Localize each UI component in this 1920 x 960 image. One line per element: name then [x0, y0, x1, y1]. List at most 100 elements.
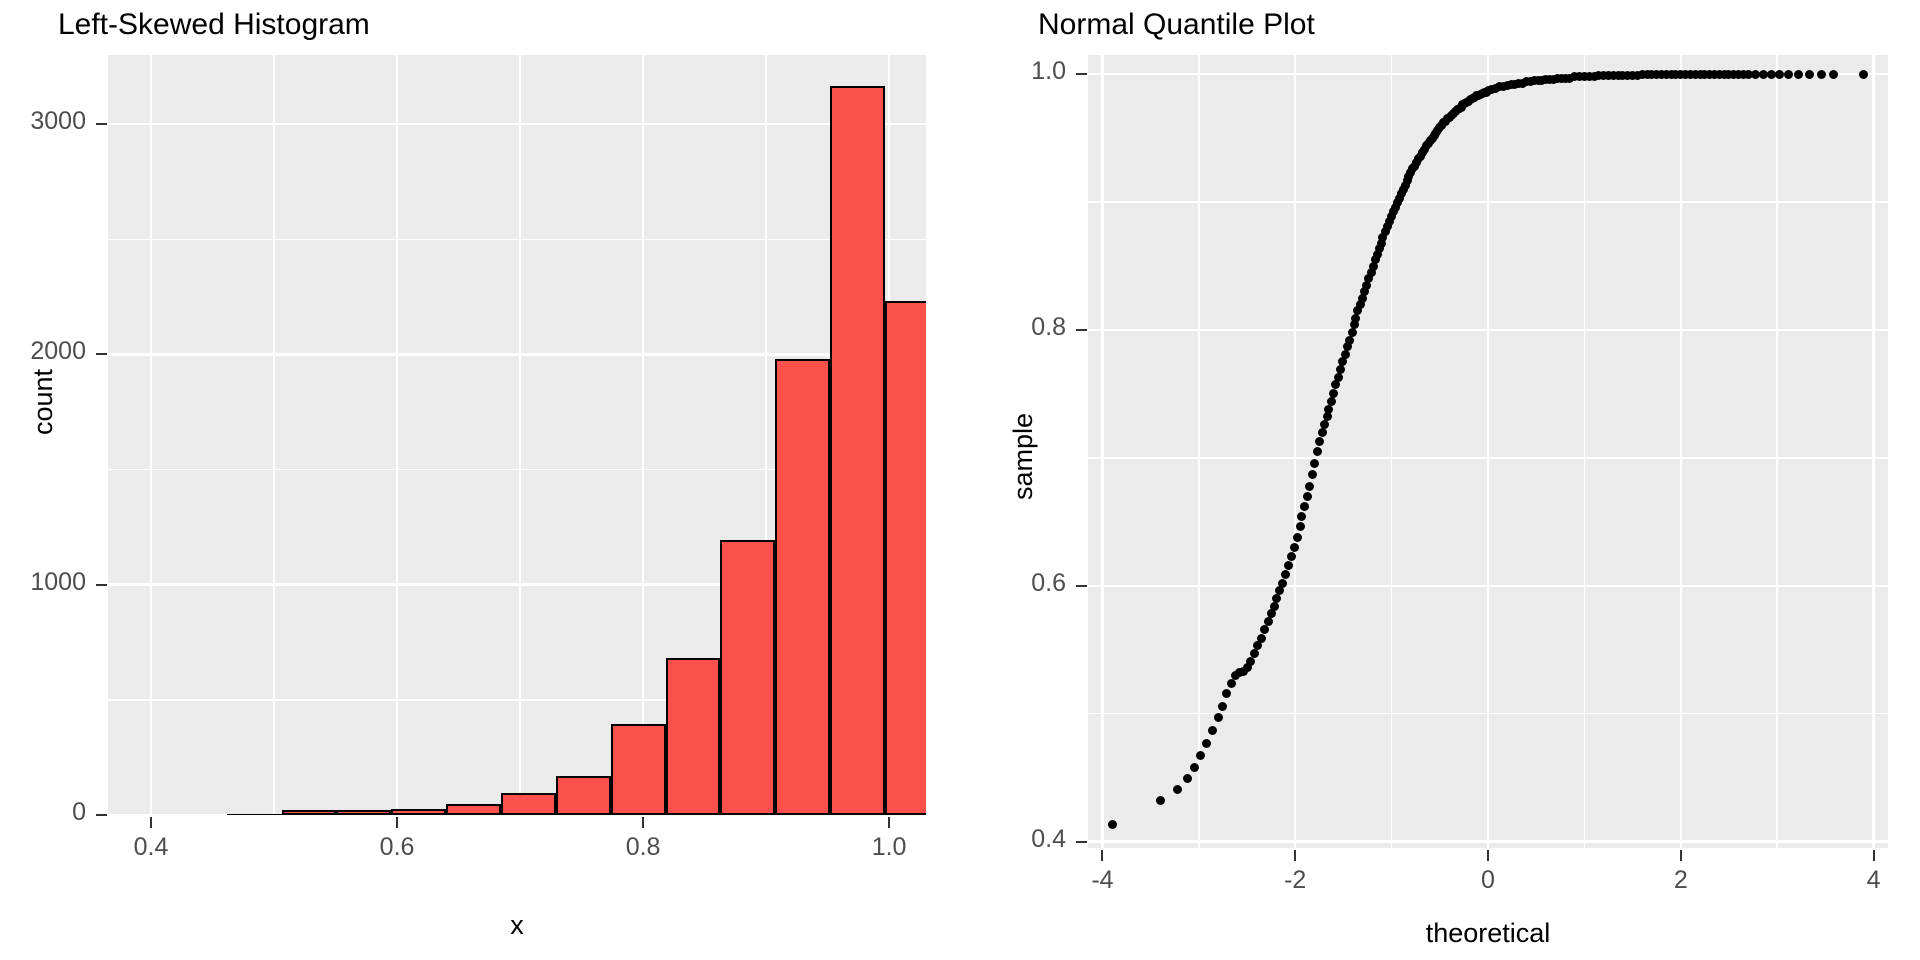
qq-data-point [1816, 69, 1826, 79]
qq-data-point [1324, 404, 1334, 414]
qq-data-point [1308, 470, 1318, 480]
qq-data-point [1353, 306, 1363, 316]
qq-data-point [1805, 69, 1815, 79]
qq-data-point [1342, 342, 1352, 352]
qq-data-point [1358, 293, 1368, 303]
qq-data-point [1269, 601, 1279, 611]
qq-data-point [1334, 372, 1344, 382]
qq-data-point [1319, 420, 1329, 430]
grid-line-horizontal [108, 583, 926, 586]
qq-data-point [1859, 69, 1869, 79]
qq-data-point [1189, 762, 1199, 772]
histogram-bar [501, 793, 556, 815]
qq-data-point [1283, 560, 1293, 570]
qq-data-point [1774, 69, 1784, 79]
qq-data-point [1337, 357, 1347, 367]
qq-data-point [1340, 349, 1350, 359]
qq-data-point [1213, 713, 1223, 723]
histogram-bar [281, 810, 337, 815]
qq-data-point [1263, 617, 1273, 627]
y-axis-tick-label: 1000 [30, 567, 86, 596]
histogram-bar [885, 301, 926, 815]
x-axis-tick-label: -4 [1091, 866, 1114, 894]
x-axis-tick-label: 0 [1481, 866, 1495, 894]
qq-data-point [1589, 72, 1599, 82]
grid-line-horizontal-minor [108, 468, 926, 471]
qq-data-point [1603, 70, 1613, 80]
grid-line-vertical [149, 55, 153, 815]
qq-data-point [1182, 774, 1192, 784]
qq-data-point [1700, 69, 1710, 79]
qq-data-point [1275, 586, 1285, 596]
qq-data-point [1378, 233, 1388, 243]
qqplot-panel-wrap: Normal Quantile Plot 0.4 0.6 0.8 1.0 -4 -2 0 2… [960, 0, 1920, 960]
qq-data-point [1710, 69, 1719, 79]
y-axis-tick-label: 1.0 [1031, 57, 1066, 86]
x-axis-tick-label: 0.8 [625, 833, 661, 861]
qq-data-point [1246, 656, 1256, 666]
qq-data-point [1266, 609, 1276, 619]
histogram-bar [775, 359, 831, 815]
x-axis-tick-mark [1679, 850, 1682, 861]
x-axis-tick-mark [150, 817, 153, 828]
grid-line-vertical-minor [1198, 55, 1200, 848]
qq-data-point [1227, 678, 1237, 688]
qq-data-point [1347, 328, 1357, 338]
qq-data-point [1374, 243, 1384, 253]
histogram-title: Left-Skewed Histogram [58, 8, 370, 41]
qq-data-point [1671, 69, 1681, 79]
qq-data-point [1661, 69, 1671, 79]
qq-data-point [1690, 69, 1700, 79]
qq-data-point [1719, 69, 1729, 79]
qq-data-point [1331, 380, 1341, 390]
y-axis-tick-label: 2000 [30, 337, 86, 366]
grid-line-vertical-minor [765, 55, 767, 815]
qq-data-point [1366, 267, 1376, 277]
qq-data-point [1218, 701, 1228, 711]
histogram-bar [720, 539, 776, 815]
qq-data-point [1618, 70, 1628, 80]
grid-line-horizontal-minor [108, 238, 926, 240]
qq-data-point [1676, 69, 1686, 79]
x-axis-tick-label: 1.0 [871, 833, 907, 861]
grid-line-horizontal [108, 353, 926, 356]
grid-line-vertical [1294, 55, 1297, 848]
qq-data-point [1656, 69, 1666, 79]
qq-data-point [1714, 69, 1724, 79]
qq-data-point [1793, 69, 1803, 79]
qq-data-point [1579, 72, 1589, 82]
qq-data-point [1570, 72, 1580, 82]
histogram-bar [830, 86, 886, 815]
x-axis-tick-mark [1101, 850, 1104, 861]
qq-data-point [1594, 70, 1604, 80]
qq-data-point [1828, 69, 1838, 79]
qq-data-point [1336, 365, 1346, 375]
histogram-panel-wrap: Left-Skewed Histogram 0 1000 2000 3000 0.4 0… [28, 8, 926, 940]
histogram-bar [555, 775, 611, 815]
qq-data-point [1705, 69, 1715, 79]
histogram-bar [665, 658, 721, 815]
qq-data-point [1286, 551, 1296, 561]
y-axis-tick-label: 3000 [30, 107, 86, 136]
y-axis-tick-label: 0.6 [1031, 568, 1066, 597]
histogram-x-axis-title: x [510, 910, 524, 940]
qq-data-point [1390, 202, 1400, 212]
y-axis-tick-mark [96, 123, 107, 126]
qq-data-point [1372, 250, 1382, 260]
qqplot-title: Normal Quantile Plot [1038, 8, 1315, 41]
qq-data-point [1383, 221, 1393, 231]
qq-data-point [1238, 666, 1248, 676]
qq-data-point [1759, 69, 1769, 79]
qq-data-point [1222, 688, 1232, 698]
grid-line-vertical-minor [273, 55, 275, 815]
qq-data-point [1613, 70, 1623, 80]
qq-data-point [1599, 70, 1609, 80]
qq-data-point [1272, 594, 1282, 604]
grid-line-horizontal [108, 122, 926, 126]
histogram-bar [446, 803, 501, 815]
grid-line-vertical [1872, 55, 1875, 848]
qq-data-point [1628, 70, 1638, 80]
x-axis-tick-label: 4 [1866, 866, 1881, 894]
histogram-bar [336, 809, 392, 815]
qq-data-point [1584, 72, 1594, 82]
